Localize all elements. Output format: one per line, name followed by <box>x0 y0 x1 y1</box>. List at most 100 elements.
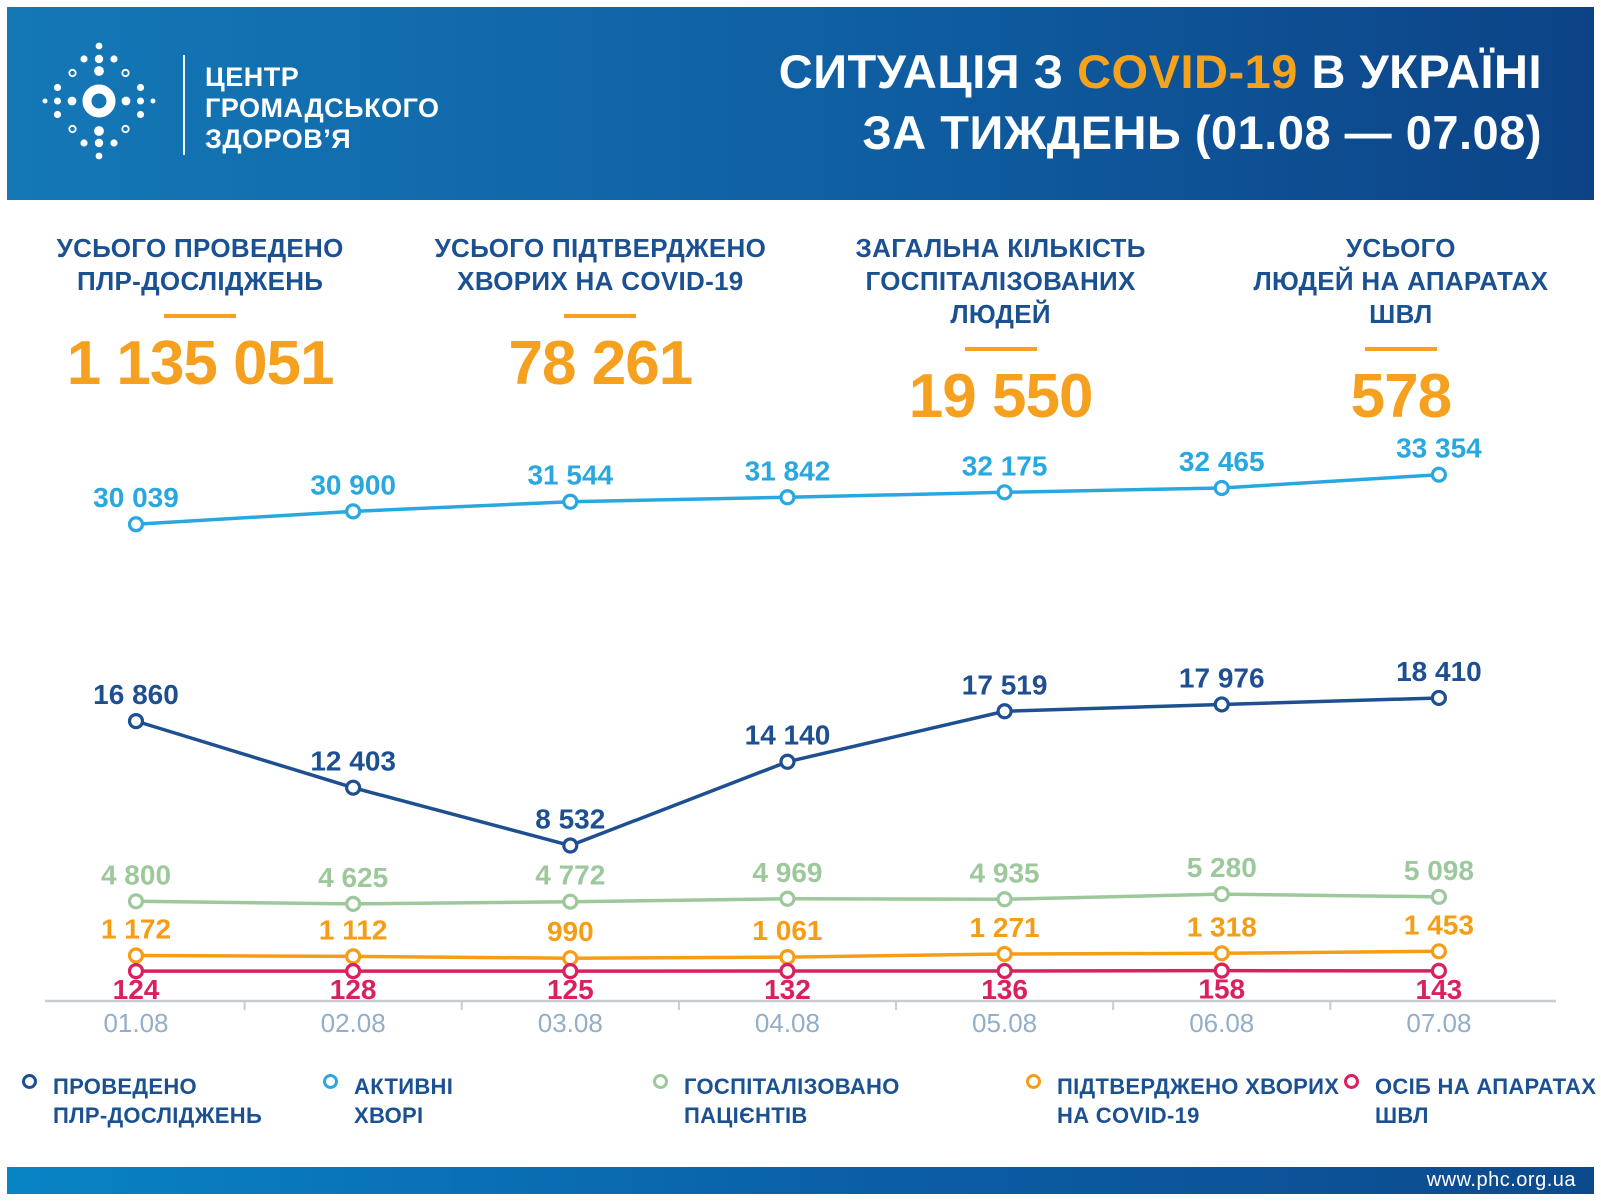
data-point-label: 124 <box>113 974 160 1005</box>
legend-item-confirmed: ПІДТВЕРДЖЕНО ХВОРИХ НА COVID-19 <box>1026 1072 1339 1130</box>
stat-label-line1: УСЬОГО ПРОВЕДЕНО <box>56 233 344 263</box>
data-point <box>127 713 145 730</box>
page-title-line1: СИТУАЦІЯ З COVID-19 В УКРАЇНІ <box>779 41 1542 102</box>
x-axis-label: 01.08 <box>103 1008 168 1038</box>
data-point <box>996 703 1013 720</box>
data-point-label: 32 465 <box>1179 446 1265 477</box>
page-title-line2: ЗА ТИЖДЕНЬ (01.08 — 07.08) <box>862 106 1542 159</box>
x-axis-label: 03.08 <box>538 1008 603 1038</box>
x-axis-label: 07.08 <box>1406 1008 1471 1038</box>
data-point-label: 12 403 <box>310 746 396 777</box>
org-name-line2: ГРОМАДСЬКОГО <box>205 93 440 123</box>
legend-label-line2: ПАЦІЄНТІВ <box>684 1103 808 1128</box>
data-point <box>562 963 579 980</box>
stat-label-line2: ГОСПІТАЛІЗОВАНИХ ЛЮДЕЙ <box>865 266 1136 329</box>
legend-label-line1: ГОСПІТАЛІЗОВАНО <box>684 1074 900 1099</box>
title-pre: СИТУАЦІЯ З <box>778 45 1078 98</box>
x-axis-label: 04.08 <box>755 1008 820 1038</box>
stat-label-line1: УСЬОГО <box>1345 233 1456 263</box>
data-point-label: 125 <box>547 974 594 1005</box>
data-point-label: 4 625 <box>318 862 388 893</box>
stat-label-line2: ПЛР-ДОСЛІДЖЕНЬ <box>76 266 324 296</box>
stat-label-line1: ЗАГАЛЬНА КІЛЬКІСТЬ <box>855 233 1146 263</box>
data-point <box>779 753 796 770</box>
org-name-line1: ЦЕНТР <box>205 62 300 92</box>
data-point-label: 1 112 <box>319 914 388 945</box>
org-name: ЦЕНТР ГРОМАДСЬКОГО ЗДОРОВ’Я <box>205 62 440 155</box>
data-point <box>1213 886 1230 903</box>
legend-label: ПРОВЕДЕНО ПЛР-ДОСЛІДЖЕНЬ <box>53 1072 262 1130</box>
logo-separator <box>183 55 185 155</box>
data-point-label: 17 519 <box>962 669 1048 700</box>
data-point-label: 4 772 <box>535 860 605 891</box>
legend-label-line1: ПРОВЕДЕНО <box>53 1074 197 1099</box>
stat-hospitalized-total: ЗАГАЛЬНА КІЛЬКІСТЬ ГОСПІТАЛІЗОВАНИХ ЛЮДЕ… <box>801 232 1201 429</box>
data-point-label: 31 842 <box>745 455 831 486</box>
legend-label-line2: ШВЛ <box>1375 1103 1429 1128</box>
legend-label-line1: ПІДТВЕРДЖЕНО ХВОРИХ <box>1057 1074 1340 1099</box>
legend-label: ОСІБ НА АПАРАТАХ ШВЛ <box>1375 1072 1596 1130</box>
legend-item-pcr: ПРОВЕДЕНО ПЛР-ДОСЛІДЖЕНЬ <box>22 1072 262 1130</box>
data-point <box>1430 466 1448 483</box>
data-point <box>779 949 796 966</box>
data-point <box>1430 962 1448 979</box>
data-point <box>1213 962 1230 979</box>
page-title: СИТУАЦІЯ З COVID-19 В УКРАЇНІ ЗА ТИЖДЕНЬ… <box>779 41 1542 163</box>
data-point <box>996 484 1013 501</box>
stat-label: УСЬОГО ЛЮДЕЙ НА АПАРАТАХ ШВЛ <box>1221 232 1581 331</box>
data-point <box>127 947 145 964</box>
data-point-label: 990 <box>547 916 594 947</box>
data-point <box>1213 696 1230 713</box>
title-post: В УКРАЇНІ <box>1297 45 1542 98</box>
data-point <box>562 950 579 967</box>
data-point-label: 136 <box>981 974 1028 1005</box>
data-point-label: 8 532 <box>535 804 605 835</box>
data-point-label: 128 <box>330 974 377 1005</box>
legend-marker-pcr-icon <box>22 1074 37 1089</box>
chart-legend: ПРОВЕДЕНО ПЛР-ДОСЛІДЖЕНЬ АКТИВНІ ХВОРІ Г… <box>0 1072 1601 1162</box>
data-point-label: 1 453 <box>1404 909 1474 940</box>
covid-week-chart: 01.08 02.08 03.08 04.08 05.08 06.08 07.08 30 03… <box>45 433 1556 1038</box>
data-point-label: 132 <box>764 974 811 1005</box>
data-point-label: 30 039 <box>93 482 179 513</box>
x-axis-label: 06.08 <box>1189 1008 1254 1038</box>
stat-label: УСЬОГО ПРОВЕДЕНО ПЛР-ДОСЛІДЖЕНЬ <box>20 232 380 298</box>
data-point <box>1213 945 1230 962</box>
data-point <box>779 489 796 506</box>
logo-dots-icon <box>42 42 156 160</box>
legend-label: ПІДТВЕРДЖЕНО ХВОРИХ НА COVID-19 <box>1057 1072 1339 1130</box>
data-point <box>779 962 796 980</box>
stat-ventilator-total: УСЬОГО ЛЮДЕЙ НА АПАРАТАХ ШВЛ 578 <box>1201 232 1601 429</box>
data-point-label: 16 860 <box>93 679 179 710</box>
phc-logo-icon <box>41 35 161 173</box>
data-point-label: 17 976 <box>1179 662 1265 693</box>
data-point <box>562 493 579 510</box>
footer-band: www.phc.org.ua <box>7 1167 1594 1194</box>
stat-pcr-total: УСЬОГО ПРОВЕДЕНО ПЛР-ДОСЛІДЖЕНЬ 1 135 05… <box>0 232 400 429</box>
legend-label-line2: НА COVID-19 <box>1057 1103 1200 1128</box>
stat-label-line1: УСЬОГО ПІДТВЕРДЖЕНО <box>434 233 767 263</box>
data-point-label: 4 969 <box>752 857 822 888</box>
data-point <box>345 895 362 913</box>
data-point <box>1430 689 1448 707</box>
legend-label-line1: АКТИВНІ <box>354 1074 454 1099</box>
data-point-label: 5 098 <box>1404 855 1474 886</box>
data-point <box>345 503 362 520</box>
x-axis-label: 05.08 <box>972 1008 1037 1038</box>
data-point <box>562 893 579 910</box>
data-point-label: 30 900 <box>310 469 396 500</box>
legend-label: АКТИВНІ ХВОРІ <box>354 1072 453 1130</box>
stat-value: 19 550 <box>908 362 1094 431</box>
data-point <box>127 893 145 910</box>
stat-divider <box>964 347 1037 351</box>
legend-label: ГОСПІТАЛІЗОВАНО ПАЦІЄНТІВ <box>684 1072 900 1130</box>
legend-label-line2: ХВОРІ <box>354 1103 424 1128</box>
summary-stats-row: УСЬОГО ПРОВЕДЕНО ПЛР-ДОСЛІДЖЕНЬ 1 135 05… <box>0 232 1601 429</box>
data-point-label: 14 140 <box>745 720 831 751</box>
data-point <box>345 962 362 980</box>
data-point-label: 32 175 <box>962 450 1048 481</box>
legend-label-line2: ПЛР-ДОСЛІДЖЕНЬ <box>53 1103 263 1128</box>
data-point <box>1430 888 1448 905</box>
data-point <box>996 891 1013 908</box>
